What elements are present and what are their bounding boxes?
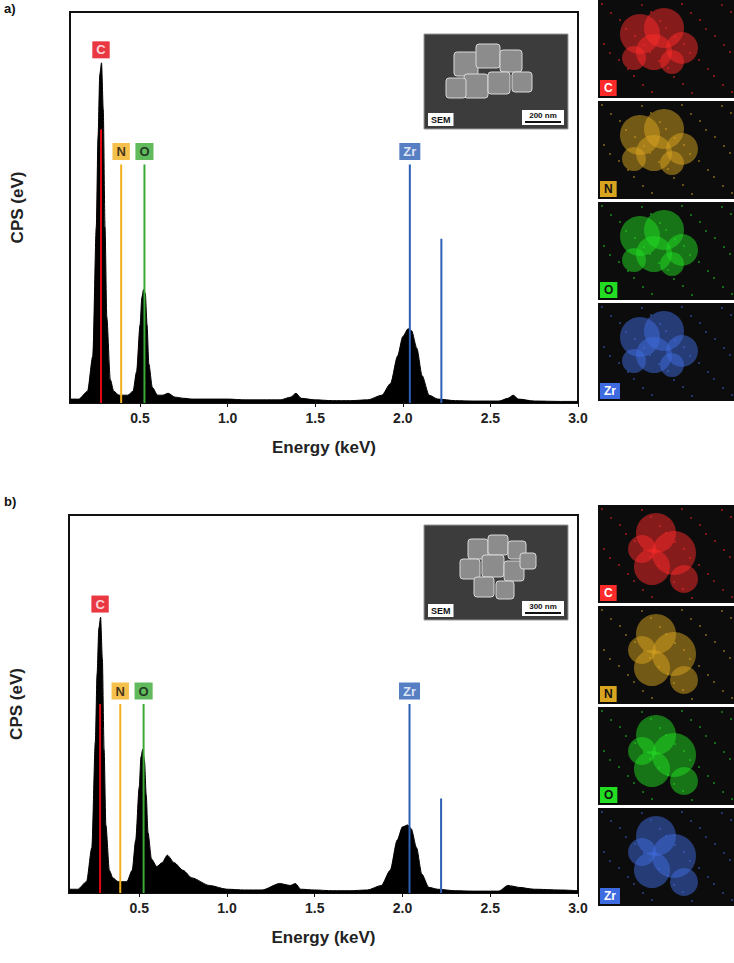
svg-text:2.0: 2.0 bbox=[393, 900, 413, 916]
svg-text:O: O bbox=[139, 684, 149, 699]
svg-text:C: C bbox=[95, 597, 105, 612]
svg-text:0.5: 0.5 bbox=[129, 900, 149, 916]
svg-text:b): b) bbox=[4, 494, 16, 509]
svg-text:N: N bbox=[116, 144, 125, 159]
svg-text:O: O bbox=[139, 144, 149, 159]
svg-text:300 nm: 300 nm bbox=[529, 602, 557, 611]
svg-text:3.0: 3.0 bbox=[568, 900, 588, 916]
svg-text:200 nm: 200 nm bbox=[529, 111, 557, 120]
svg-text:3.0: 3.0 bbox=[568, 410, 588, 426]
svg-text:O: O bbox=[604, 283, 613, 297]
svg-text:CPS (eV): CPS (eV) bbox=[7, 668, 26, 740]
svg-text:N: N bbox=[116, 684, 125, 699]
svg-text:Zr: Zr bbox=[403, 144, 416, 159]
svg-text:1.5: 1.5 bbox=[305, 900, 325, 916]
svg-text:Energy (keV): Energy (keV) bbox=[272, 928, 376, 947]
svg-text:C: C bbox=[604, 586, 613, 600]
svg-text:1.0: 1.0 bbox=[218, 410, 238, 426]
svg-text:2.0: 2.0 bbox=[393, 410, 413, 426]
svg-text:C: C bbox=[96, 42, 106, 57]
svg-text:1.5: 1.5 bbox=[306, 410, 326, 426]
svg-text:SEM: SEM bbox=[431, 606, 451, 616]
svg-text:C: C bbox=[604, 81, 613, 95]
svg-text:SEM: SEM bbox=[431, 115, 451, 125]
svg-text:N: N bbox=[604, 687, 613, 701]
svg-text:2.5: 2.5 bbox=[481, 900, 501, 916]
svg-text:Zr: Zr bbox=[604, 384, 616, 398]
svg-text:Energy (keV): Energy (keV) bbox=[272, 438, 376, 457]
svg-text:2.5: 2.5 bbox=[481, 410, 501, 426]
svg-text:Zr: Zr bbox=[403, 684, 416, 699]
svg-text:CPS (eV): CPS (eV) bbox=[8, 172, 27, 244]
svg-text:O: O bbox=[604, 788, 613, 802]
svg-text:N: N bbox=[604, 182, 613, 196]
svg-text:1.0: 1.0 bbox=[217, 900, 237, 916]
svg-text:0.5: 0.5 bbox=[130, 410, 150, 426]
svg-text:Zr: Zr bbox=[604, 889, 616, 903]
svg-text:a): a) bbox=[4, 1, 16, 16]
